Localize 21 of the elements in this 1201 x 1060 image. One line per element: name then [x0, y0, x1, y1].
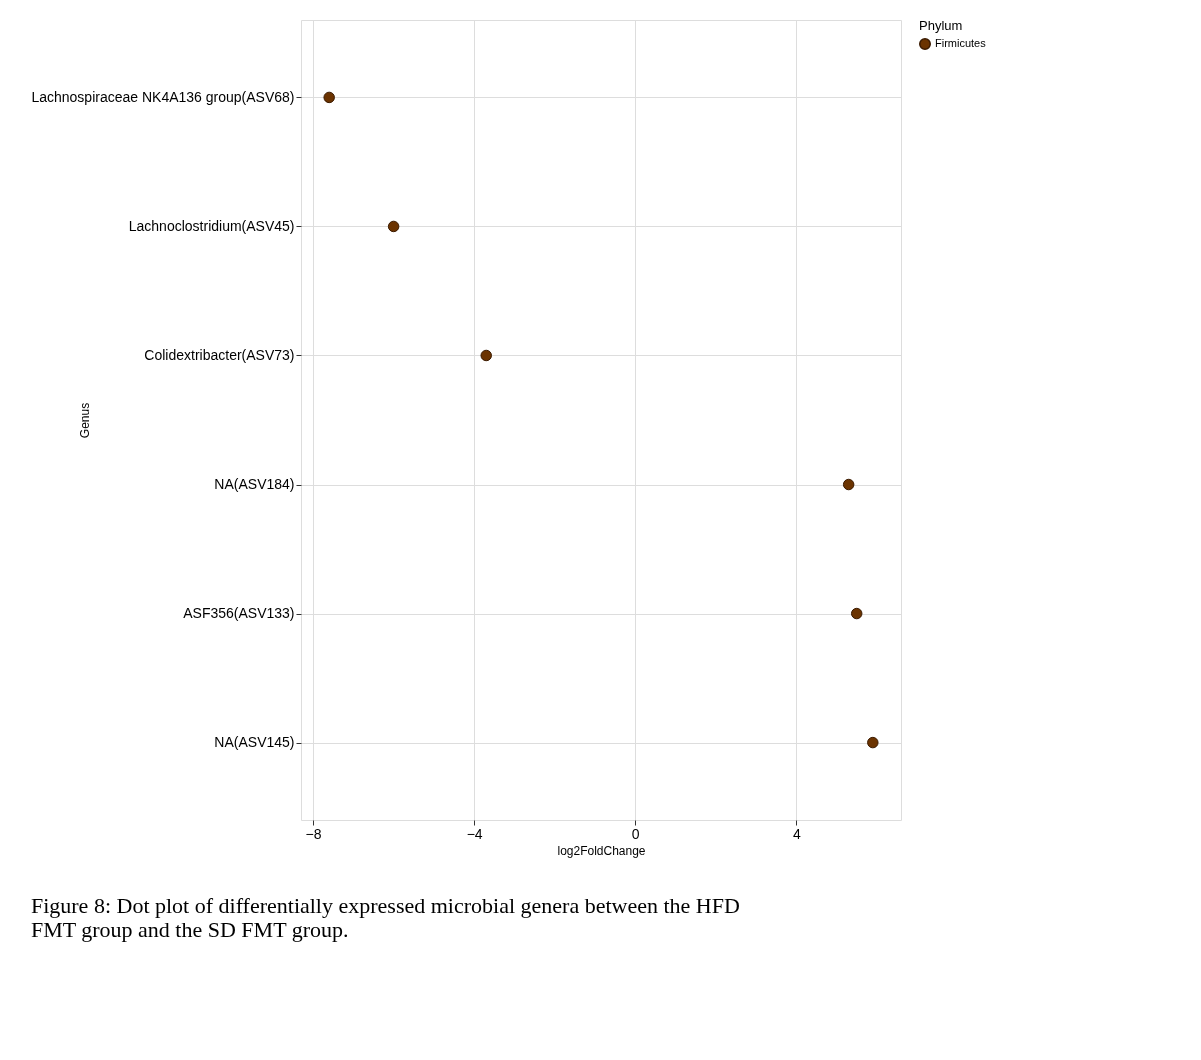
x-tick-label: −8	[305, 825, 322, 842]
legend-label: Firmicutes	[935, 37, 987, 49]
y-tick-label: Lachnospiraceae NK4A136 group(ASV68)	[31, 88, 295, 105]
point	[323, 91, 335, 104]
y-tick-label: Colidextribacter(ASV73)	[144, 346, 295, 363]
y-tick-label: ASF356(ASV133)	[183, 605, 295, 622]
x-tick-label: −4	[466, 825, 483, 842]
y-tick-label: Lachnoclostridium(ASV45)	[128, 217, 295, 234]
x-axis-title: log2FoldChange	[557, 843, 646, 858]
caption: Figure 8: Dot plot of differentially expressed microbial genera between the HFD FMT group and the SD FMT group.	[30, 893, 740, 942]
y-tick-label: NA(ASV145)	[214, 734, 295, 751]
point	[480, 349, 492, 362]
point	[867, 736, 879, 749]
y-axis-title: Genus	[77, 402, 92, 439]
point	[387, 220, 400, 233]
x-tick-label: 0	[631, 825, 640, 842]
point	[850, 607, 863, 620]
x-tick-label: 4	[792, 825, 801, 842]
legend-title: Phylum	[919, 18, 963, 33]
point	[842, 478, 855, 491]
y-tick-label: NA(ASV184)	[214, 476, 295, 493]
